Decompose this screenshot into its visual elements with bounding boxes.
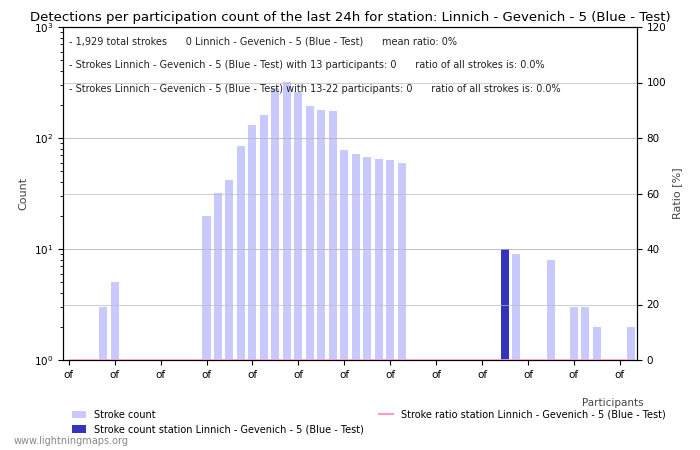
Bar [351, 154, 360, 450]
Bar [294, 92, 302, 450]
Bar [363, 157, 371, 450]
Bar [214, 193, 222, 450]
Bar [374, 159, 383, 450]
Bar [260, 115, 268, 450]
Text: - 1,929 total strokes      0 Linnich - Gevenich - 5 (Blue - Test)      mean rati: - 1,929 total strokes 0 Linnich - Geveni… [69, 37, 456, 47]
Bar [329, 111, 337, 450]
Text: www.lightningmaps.org: www.lightningmaps.org [14, 436, 129, 446]
Bar [627, 327, 636, 450]
Title: Detections per participation count of the last 24h for station: Linnich - Geveni: Detections per participation count of th… [29, 11, 671, 24]
Bar [581, 307, 589, 450]
Legend: Stroke count, Stroke count station Linnich - Gevenich - 5 (Blue - Test), Stroke : Stroke count, Stroke count station Linni… [68, 406, 670, 438]
Bar [225, 180, 234, 450]
Bar [340, 150, 349, 450]
Bar [306, 106, 314, 450]
Bar [272, 88, 279, 450]
Bar [570, 307, 578, 450]
Bar [202, 216, 211, 450]
Bar [512, 254, 521, 450]
Bar [237, 146, 245, 450]
Bar [317, 110, 326, 450]
Bar [283, 82, 291, 450]
Bar [248, 126, 256, 450]
Bar [547, 260, 555, 450]
Bar [99, 307, 107, 450]
Y-axis label: Count: Count [18, 177, 28, 210]
Text: - Strokes Linnich - Gevenich - 5 (Blue - Test) with 13-22 participants: 0      r: - Strokes Linnich - Gevenich - 5 (Blue -… [69, 84, 561, 94]
Bar [501, 249, 509, 450]
Bar [593, 327, 601, 450]
Text: Participants: Participants [582, 398, 644, 408]
Bar [111, 283, 119, 450]
Text: - Strokes Linnich - Gevenich - 5 (Blue - Test) with 13 participants: 0      rati: - Strokes Linnich - Gevenich - 5 (Blue -… [69, 60, 545, 70]
Bar [398, 162, 406, 450]
Y-axis label: Ratio [%]: Ratio [%] [672, 168, 682, 219]
Bar [386, 160, 394, 450]
Bar [501, 249, 509, 450]
